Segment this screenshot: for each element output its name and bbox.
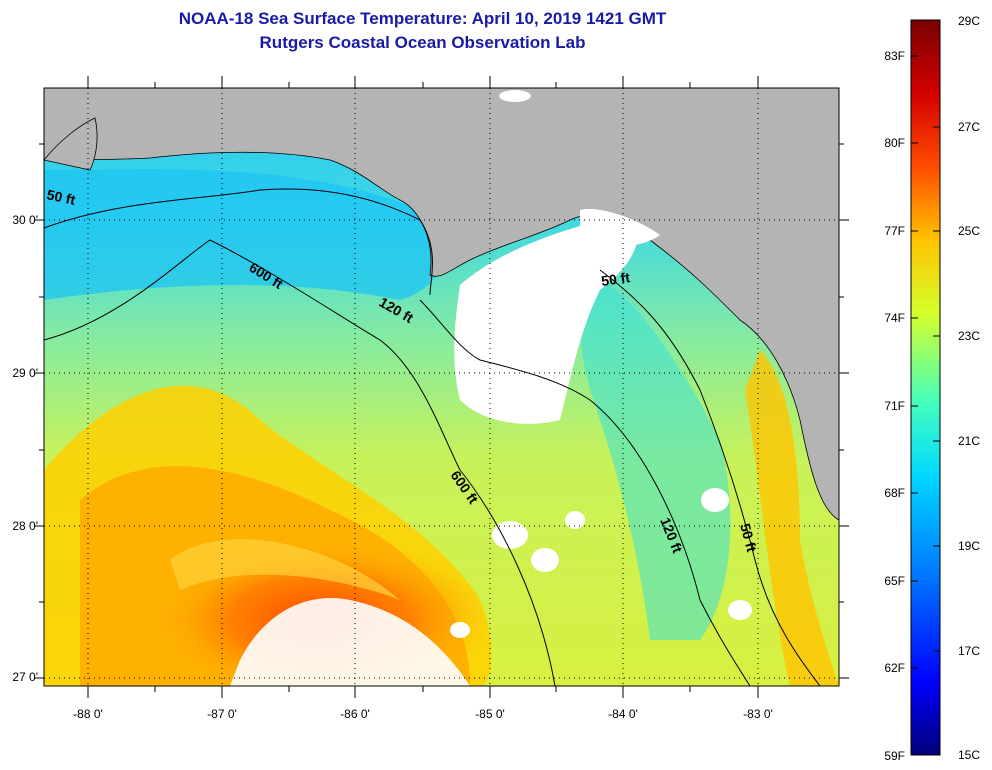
colorbar-c-29: 29C [958, 14, 980, 28]
colorbar-f-77: 77F [884, 224, 905, 238]
lon-label-84: -84 0' [608, 707, 638, 721]
map-area: 50 ft 120 ft 600 ft 600 ft 50 ft 120 ft … [44, 88, 839, 686]
cool-shelf-water [44, 169, 447, 300]
colorbar-c-21: 21C [958, 434, 980, 448]
colorbar-f-68: 68F [884, 486, 905, 500]
colorbar-f-80: 80F [884, 136, 905, 150]
land-mass [44, 88, 839, 521]
colorbar-c-15: 15C [958, 748, 980, 762]
colorbar-c-25: 25C [958, 224, 980, 238]
colorbar-c-19: 19C [958, 539, 980, 553]
lat-label-27: 27 0' [12, 670, 38, 684]
colorbar-labels: 83F 80F 77F 74F 71F 68F 65F 62F 59F 29C … [884, 14, 980, 763]
isobath-120ft [419, 299, 751, 686]
lon-label-85: -85 0' [475, 707, 505, 721]
lon-label-83: -83 0' [743, 707, 773, 721]
cloud-cover [230, 90, 752, 686]
colorbar-f-83: 83F [884, 49, 905, 63]
lon-label-87: -87 0' [207, 707, 237, 721]
colorbar-c-27: 27C [958, 120, 980, 134]
colorbar-f-62: 62F [884, 661, 905, 675]
lat-label-28: 28 0' [12, 519, 38, 533]
axis-ticks [34, 76, 849, 698]
lon-label-88: -88 0' [73, 707, 103, 721]
lat-label-29: 29 0' [12, 366, 38, 380]
colorbar-c-23: 23C [958, 329, 980, 343]
isobath-label-50ft-east-upper: 50 ft [600, 269, 631, 289]
isobath-600ft [44, 239, 556, 686]
isobath-50ft-east [599, 269, 821, 686]
eddy-swirl [170, 539, 400, 600]
warm-nearshore-florida [745, 350, 839, 686]
cool-west-florida-shelf [581, 280, 731, 640]
colorbar-f-71: 71F [884, 399, 905, 413]
isobath-label-50ft-west: 50 ft [45, 186, 77, 208]
colorbar-ticks [911, 55, 940, 669]
temperature-colorbar [910, 19, 941, 756]
map-title: NOAA-18 Sea Surface Temperature: April 1… [178, 9, 667, 28]
mobile-bay-peninsula [44, 117, 98, 171]
map-subtitle: Rutgers Coastal Ocean Observation Lab [259, 33, 586, 52]
isobath-label-50ft-east-lower: 50 ft [737, 522, 760, 554]
isobath-50ft-west [44, 188, 433, 296]
lon-label-86: -86 0' [340, 707, 370, 721]
map-frame [43, 87, 840, 687]
colorbar-f-59: 59F [884, 749, 905, 763]
colorbar-f-74: 74F [884, 311, 905, 325]
lat-label-30: 30 0' [12, 213, 38, 227]
colorbar-f-65: 65F [884, 574, 905, 588]
colorbar-c-17: 17C [958, 644, 980, 658]
